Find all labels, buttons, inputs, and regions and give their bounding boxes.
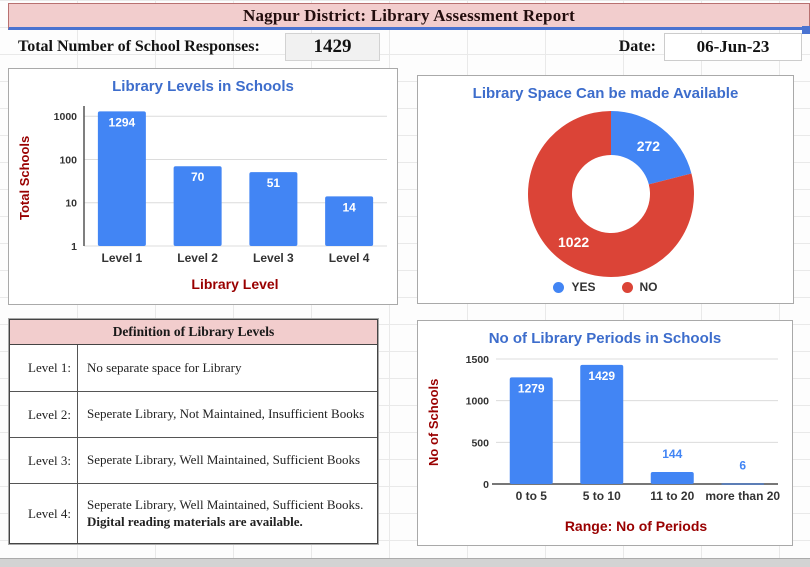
selection-handle[interactable]: [802, 26, 810, 34]
library-levels-chart[interactable]: 1 10 100 1000 1294 Level 1 70 Level 2 51 Level 3 1…: [9, 69, 397, 304]
level-3-label-cell[interactable]: Level 3:: [10, 438, 78, 483]
svg-text:51: 51: [267, 176, 281, 190]
svg-text:70: 70: [191, 170, 205, 184]
svg-text:0: 0: [483, 479, 489, 491]
svg-text:1000: 1000: [466, 396, 490, 408]
svg-text:1279: 1279: [518, 381, 545, 395]
svg-text:Level 2: Level 2: [177, 251, 218, 265]
library-levels-y-axis-title: Total Schools: [17, 135, 32, 221]
library-periods-chart-title: No of Library Periods in Schools: [488, 330, 722, 347]
library-periods-chart[interactable]: 0 500 1000 1500 1279 0 to 5 1429 5 to 10 144 11 t…: [418, 321, 792, 545]
library-space-chart-title: Library Space Can be made Available: [472, 85, 739, 102]
svg-text:more than 20: more than 20: [705, 489, 780, 503]
date-value: 06-Jun-23: [696, 37, 770, 56]
svg-text:6: 6: [739, 459, 746, 473]
svg-text:500: 500: [471, 437, 489, 449]
responses-value-cell[interactable]: 1429: [285, 33, 380, 61]
legend-item-yes: YES: [553, 280, 596, 294]
svg-text:272: 272: [637, 138, 661, 154]
definitions-table-card: Definition of Library Levels Level 1: No…: [8, 318, 379, 545]
level-4-text: Seperate Library, Well Maintained, Suffi…: [87, 496, 364, 512]
svg-text:0 to 5: 0 to 5: [516, 489, 548, 503]
level-1-text: No separate space for Library: [87, 359, 242, 375]
library-space-chart[interactable]: 272 1022: [418, 76, 793, 303]
svg-text:14: 14: [342, 200, 356, 214]
responses-label: Total Number of School Responses:: [18, 38, 260, 55]
svg-text:Level 1: Level 1: [102, 251, 143, 265]
date-value-cell[interactable]: 06-Jun-23: [664, 33, 802, 61]
svg-text:11 to 20: 11 to 20: [650, 489, 694, 503]
svg-text:5 to 10: 5 to 10: [583, 489, 621, 503]
pie-legend: YES NO: [418, 279, 793, 295]
library-levels-x-axis-title: Library Level: [191, 276, 279, 292]
library-periods-chart-card[interactable]: 0 500 1000 1500 1279 0 to 5 1429 5 to 10 144 11 t…: [417, 320, 793, 546]
no-legend-dot-icon: [621, 281, 633, 293]
level-2-label-cell[interactable]: Level 2:: [10, 392, 78, 437]
svg-text:1294: 1294: [109, 115, 136, 129]
level-3-text-cell[interactable]: Seperate Library, Well Maintained, Suffi…: [78, 438, 377, 483]
table-row: Level 3: Seperate Library, Well Maintain…: [10, 438, 377, 484]
no-legend-label: NO: [639, 280, 658, 294]
svg-text:1022: 1022: [558, 234, 589, 250]
library-periods-y-axis-title: No of Schools: [426, 378, 441, 467]
level-2-text-cell[interactable]: Seperate Library, Not Maintained, Insuff…: [78, 392, 377, 437]
yes-legend-dot-icon: [553, 281, 565, 293]
horizontal-scrollbar[interactable]: [0, 558, 810, 567]
svg-text:100: 100: [59, 154, 77, 166]
table-row: Level 2: Seperate Library, Not Maintaine…: [10, 392, 377, 438]
library-space-chart-card[interactable]: 272 1022 Library Space Can be made Availa…: [417, 75, 794, 304]
report-title: Nagpur District: Library Assessment Repo…: [243, 5, 575, 25]
level-4-text-cell[interactable]: Seperate Library, Well Maintained, Suffi…: [78, 484, 377, 543]
library-periods-x-axis-title: Range: No of Periods: [564, 518, 708, 534]
svg-text:1000: 1000: [54, 111, 78, 123]
svg-text:10: 10: [65, 198, 77, 210]
report-title-cell[interactable]: Nagpur District: Library Assessment Repo…: [8, 3, 810, 30]
svg-text:1429: 1429: [588, 369, 615, 383]
definitions-table-header[interactable]: Definition of Library Levels: [10, 320, 377, 345]
level-4-label-cell[interactable]: Level 4:: [10, 484, 78, 543]
level-1-text-cell[interactable]: No separate space for Library: [78, 345, 377, 391]
yes-legend-label: YES: [571, 280, 596, 294]
date-label: Date:: [618, 38, 656, 55]
library-levels-chart-title: Library Levels in Schools: [112, 78, 294, 95]
definitions-table-title: Definition of Library Levels: [112, 324, 275, 339]
responses-value: 1429: [313, 36, 352, 57]
library-levels-chart-card[interactable]: 1 10 100 1000 1294 Level 1 70 Level 2 51 Level 3 1…: [8, 68, 398, 305]
svg-text:144: 144: [662, 447, 682, 461]
svg-text:Level 4: Level 4: [329, 251, 370, 265]
definitions-table: Definition of Library Levels Level 1: No…: [9, 319, 378, 544]
legend-item-no: NO: [621, 280, 658, 294]
table-row: Level 4: Seperate Library, Well Maintain…: [10, 484, 377, 543]
svg-text:1: 1: [71, 241, 77, 253]
level-4-bold-text: Digital reading materials are available.: [87, 513, 303, 529]
level-2-text: Seperate Library, Not Maintained, Insuff…: [87, 406, 365, 422]
table-row: Level 1: No separate space for Library: [10, 345, 377, 392]
svg-text:Level 3: Level 3: [253, 251, 294, 265]
svg-text:1500: 1500: [466, 354, 490, 366]
level-1-label-cell[interactable]: Level 1:: [10, 345, 78, 391]
level-3-text: Seperate Library, Well Maintained, Suffi…: [87, 452, 361, 468]
